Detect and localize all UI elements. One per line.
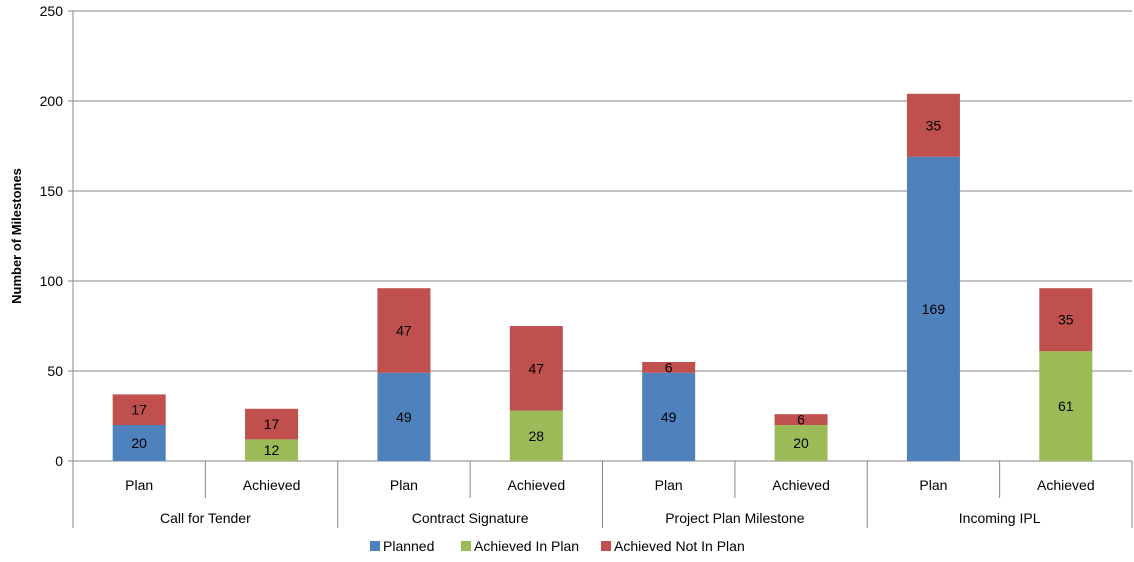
data-labels: 20 17 12 17 49 47 28 47 49 6 20 6 169 35 61 35 <box>131 117 1073 458</box>
data-label: 6 <box>797 412 805 428</box>
data-label: 169 <box>922 301 946 317</box>
data-label: 17 <box>264 416 280 432</box>
x-group-label: Call for Tender <box>160 510 251 526</box>
y-tick-label: 100 <box>40 273 64 289</box>
bar-segment <box>245 439 299 461</box>
y-tick-label: 150 <box>40 183 64 199</box>
bar-segment <box>377 288 431 373</box>
bar-segment <box>642 372 696 461</box>
bar-segment <box>906 156 960 462</box>
data-label: 49 <box>396 409 412 425</box>
data-label: 12 <box>264 442 280 458</box>
x-group-label: Incoming IPL <box>959 510 1041 526</box>
legend-label: Achieved Not In Plan <box>614 538 745 554</box>
x-subcategory-label: Plan <box>655 477 683 493</box>
x-subcategory-label: Plan <box>125 477 153 493</box>
legend-label: Achieved In Plan <box>474 538 579 554</box>
y-tick-label: 250 <box>40 3 64 19</box>
x-subcategory-label: Achieved <box>243 477 301 493</box>
bar-segment <box>1039 288 1093 352</box>
data-label: 47 <box>396 323 412 339</box>
data-label: 47 <box>529 360 545 376</box>
bar-segment <box>1039 351 1093 461</box>
bar-segment <box>774 425 828 461</box>
bar-segment <box>245 408 299 440</box>
legend-label: Planned <box>383 538 434 554</box>
bars <box>112 93 1093 462</box>
y-tick-label: 50 <box>47 363 63 379</box>
bar-segment <box>112 394 166 425</box>
data-label: 20 <box>793 435 809 451</box>
axes: 0 50 100 150 200 250 <box>40 3 1132 469</box>
x-group-label: Project Plan Milestone <box>665 510 805 526</box>
data-label: 28 <box>529 428 545 444</box>
x-subcategory-label: Plan <box>390 477 418 493</box>
bar-segment <box>112 425 166 461</box>
bar-segment <box>642 362 696 373</box>
legend-swatch <box>461 541 471 551</box>
y-tick-label: 0 <box>55 453 63 469</box>
data-label: 20 <box>131 435 147 451</box>
x-group-label: Contract Signature <box>412 510 529 526</box>
category-axis: Plan Achieved Plan Achieved Plan Achieved Plan… <box>72 461 1133 528</box>
data-label: 35 <box>1058 312 1074 328</box>
data-label: 17 <box>131 402 147 418</box>
bar-segment <box>377 372 431 461</box>
y-axis-title: Number of Milestones <box>9 168 24 304</box>
data-label: 35 <box>926 117 942 133</box>
x-subcategory-label: Plan <box>919 477 947 493</box>
bar-segment <box>509 326 563 411</box>
legend-swatch <box>601 541 611 551</box>
bar-segment <box>906 93 960 157</box>
x-subcategory-label: Achieved <box>772 477 830 493</box>
x-subcategory-label: Achieved <box>508 477 566 493</box>
bar-segment <box>774 414 828 425</box>
legend: Planned Achieved In Plan Achieved Not In P… <box>370 538 745 554</box>
x-subcategory-label: Achieved <box>1037 477 1095 493</box>
data-label: 49 <box>661 409 677 425</box>
y-tick-label: 200 <box>40 93 64 109</box>
bar-segment <box>509 410 563 461</box>
legend-swatch <box>370 541 380 551</box>
data-label: 61 <box>1058 398 1074 414</box>
data-label: 6 <box>665 359 673 375</box>
gridlines <box>73 10 1132 372</box>
